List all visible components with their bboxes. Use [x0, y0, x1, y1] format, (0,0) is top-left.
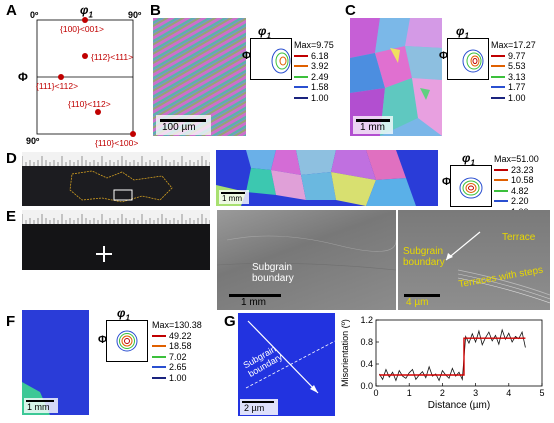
- crosshair-icon: [96, 246, 112, 262]
- mean-step-series: [379, 337, 526, 376]
- panel-b-scale: 100 µm: [162, 122, 196, 133]
- panel-label-d: D: [6, 150, 17, 167]
- panel-f-pole-figure: [106, 320, 148, 362]
- panel-b-phi1: φ1: [258, 24, 271, 41]
- panel-b-ebsd-map: 100 µm: [153, 18, 246, 136]
- tl-angle: 0º: [30, 10, 39, 20]
- x-tick-label: 3: [473, 388, 478, 398]
- panel-e-sem-low: Subgrain boundary 1 mm: [217, 210, 396, 310]
- orientation-100-001: {100}<001>: [60, 24, 104, 34]
- panel-d-phi1: φ1: [462, 151, 475, 168]
- panel-d-ebsd-map: 1 mm: [216, 150, 438, 206]
- panel-c-max: Max=17.27: [491, 40, 536, 50]
- panel-label-a: A: [6, 2, 17, 19]
- panel-f-phi: Φ: [98, 334, 108, 346]
- panel-label-e: E: [6, 208, 17, 225]
- panel-e-subgrain-label: Subgrain boundary: [252, 262, 294, 284]
- orientation-111-112: {111}<112>: [36, 81, 79, 91]
- y-tick-label: 1.2: [360, 315, 373, 325]
- panel-f-legend: Max=130.38 49.22 18.58 7.02 2.65 1.00: [152, 320, 202, 383]
- panel-d-ruler: [22, 156, 210, 166]
- panel-c-ebsd-map: 1 mm: [350, 18, 442, 136]
- panel-d-max: Max=51.00: [494, 154, 539, 164]
- panel-e-terrace: Terrace: [502, 232, 536, 243]
- panel-b-legend: Max=9.75 6.18 3.92 2.49 1.58 1.00: [294, 40, 334, 103]
- panel-e-sample-photo: [22, 210, 210, 270]
- panel-e-subgrain2-label: Subgrain boundary: [403, 246, 445, 268]
- panel-c-pole-figure: [447, 38, 489, 80]
- tr-angle: 90º: [128, 10, 142, 20]
- y-tick-label: 0.4: [360, 359, 373, 369]
- panel-b-phi: Φ: [242, 50, 252, 62]
- y-tick-label: 0.0: [360, 381, 373, 391]
- panel-b-pole-figure: [250, 38, 292, 80]
- panel-e-ruler: [22, 214, 210, 224]
- panel-f-max: Max=130.38: [152, 320, 202, 330]
- misorientation-plot: 0 1 2 3 4 5 0.0 0.4 0.8 1.2 Distance (µm) Misorient…: [340, 315, 545, 411]
- y-tick-label: 0.8: [360, 337, 373, 347]
- panel-g-ebsd-map: Subgrain boundary 2 µm: [238, 313, 335, 416]
- plot-frame: [375, 319, 543, 387]
- x-tick-label: 5: [539, 388, 544, 398]
- panel-d-sample-photo: [22, 152, 210, 206]
- panel-e-scale2: 4 µm: [406, 297, 429, 308]
- panel-d-phi: Φ: [442, 176, 452, 188]
- panel-label-b: B: [150, 2, 161, 19]
- panel-f-ebsd-map: 1 mm: [22, 310, 89, 415]
- panel-d-pole-figure: [450, 165, 492, 207]
- panel-a-frame: [36, 17, 136, 137]
- panel-d-scale: 1 mm: [222, 194, 242, 203]
- panel-label-f: F: [6, 313, 16, 330]
- orientation-110-100: {110}<100>: [95, 138, 139, 148]
- panel-label-g: G: [224, 313, 236, 330]
- bl-angle: 90º: [26, 136, 40, 146]
- panel-e-sem-high: Subgrain boundary Terrace Terraces with s…: [398, 210, 550, 310]
- panel-f-phi1: φ1: [117, 306, 130, 323]
- panel-c-phi: Φ: [439, 50, 449, 62]
- misorientation-series: [378, 328, 526, 382]
- panel-c-phi1: φ1: [456, 24, 469, 41]
- panel-c-legend: Max=17.27 9.77 5.53 3.13 1.77 1.00: [491, 40, 536, 103]
- panel-e-scale1: 1 mm: [241, 297, 266, 308]
- panel-g-scale: 2 µm: [244, 403, 265, 413]
- panel-d-legend: Max=51.00 23.23 10.58 4.82 2.20 1.00: [494, 154, 539, 217]
- phi1-axis-label: φ1: [80, 3, 93, 20]
- orientation-110-112: {110}<112>: [68, 99, 111, 109]
- y-axis-label: Misorientation (º): [340, 319, 350, 387]
- panel-f-scale: 1 mm: [27, 402, 50, 412]
- x-tick-label: 4: [506, 388, 511, 398]
- x-tick-label: 0: [373, 388, 378, 398]
- panel-g-misorientation-chart: 0 1 2 3 4 5 0.0 0.4 0.8 1.2 Distance (µm) Misorient…: [338, 312, 552, 418]
- panel-c-scale: 1 mm: [360, 122, 385, 133]
- panel-label-c: C: [345, 2, 356, 19]
- panel-b-max: Max=9.75: [294, 40, 334, 50]
- panel-a-orientation-map: φ1 0º 90º 90º Φ {100}<001> {112}<111> {1…: [0, 0, 145, 150]
- orientation-112-111: {112}<111>: [91, 52, 134, 62]
- phi-axis-label: Φ: [18, 70, 28, 84]
- x-axis-label: Distance (µm): [428, 400, 490, 411]
- x-tick-label: 2: [440, 388, 445, 398]
- x-tick-label: 1: [407, 388, 412, 398]
